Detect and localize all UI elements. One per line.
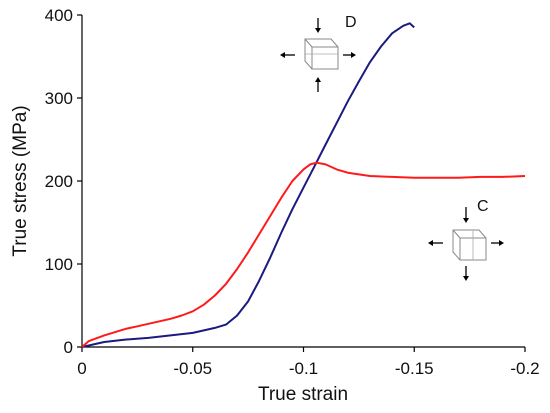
y-tick-label: 0 [64,338,73,357]
series-line-c [81,161,526,348]
series-layer [81,22,526,348]
series-line-d [81,22,415,348]
x-tick-label: -0.2 [510,359,539,378]
x-tick-label: -0.05 [173,359,212,378]
x-tick-label: -0.15 [395,359,434,378]
x-tick-label: -0.1 [289,359,318,378]
y-tick-label: 200 [45,172,73,191]
y-tick-label: 400 [45,6,73,25]
crystal-icon-d [280,18,356,92]
y-axis-title: True stress (MPa) [10,105,31,256]
annotation-c: C [477,198,489,215]
x-ticks: 0 -0.05 -0.1 -0.15 -0.2 [77,347,540,378]
annotation-d: D [345,14,357,31]
y-tick-label: 300 [45,89,73,108]
y-ticks: 0 100 200 300 400 [45,6,82,357]
axes: 0 -0.05 -0.1 -0.15 -0.2 0 100 200 300 400 [45,6,540,378]
crystal-icon-c [428,207,504,281]
x-tick-label: 0 [77,359,86,378]
y-tick-label: 100 [45,255,73,274]
x-axis-title: True strain [258,384,348,405]
